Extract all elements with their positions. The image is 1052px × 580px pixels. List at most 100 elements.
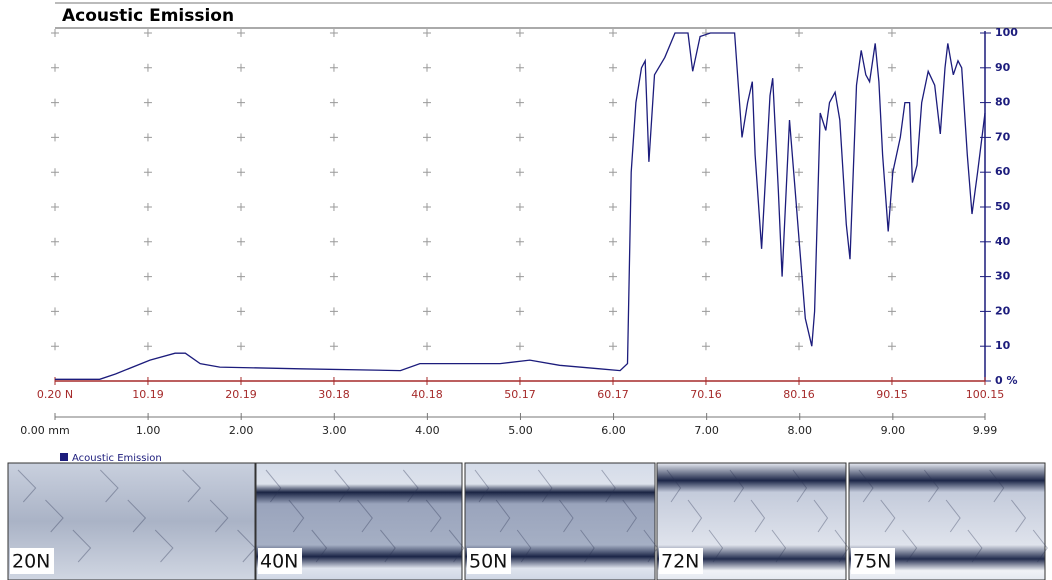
texture	[45, 499, 64, 533]
grid-cross	[143, 133, 152, 142]
texture	[559, 499, 574, 533]
grid-cross	[51, 63, 59, 72]
x-tick-label: 5.00	[508, 424, 533, 437]
grid-cross	[143, 307, 152, 316]
grid-cross	[423, 29, 431, 37]
grid-cross	[887, 203, 896, 211]
label-box	[10, 548, 54, 574]
grid-cross	[329, 307, 338, 316]
x2-tick-label: 40.18	[411, 388, 443, 401]
texture	[1011, 499, 1027, 533]
grid-cross	[515, 272, 524, 281]
grid-cross	[423, 98, 431, 107]
x-tick-label: 1.00	[136, 424, 161, 437]
grid-cross	[143, 63, 152, 72]
grid-cross	[51, 168, 59, 177]
grid-cross	[329, 133, 338, 142]
grid-cross	[143, 237, 152, 246]
grid-cross	[423, 307, 431, 316]
grid-cross	[515, 168, 524, 177]
grid-cross	[51, 98, 59, 107]
y-tick-label: 60	[995, 165, 1011, 178]
texture	[402, 469, 419, 503]
texture	[687, 499, 703, 533]
grid-cross	[609, 307, 617, 316]
chart-title: Acoustic Emission	[62, 6, 234, 26]
grid-cross	[51, 29, 59, 37]
grid-cross	[609, 98, 617, 107]
grid-cross	[329, 98, 338, 107]
x2-tick-label: 0.20 N	[37, 388, 73, 401]
texture	[813, 499, 829, 533]
grid-cross	[701, 237, 710, 246]
grid-cross	[423, 168, 431, 177]
grid-cross	[143, 98, 152, 107]
grid-cross	[423, 203, 431, 211]
texture	[729, 469, 745, 503]
y-tick-label: 70	[995, 130, 1011, 143]
panel-label: 20N	[12, 551, 50, 573]
x-tick-label: 4.00	[415, 424, 440, 437]
texture	[537, 469, 553, 503]
grid-cross	[795, 307, 803, 316]
grid-cross	[887, 272, 896, 281]
x-tick-label: 9.99	[973, 424, 998, 437]
grid-cross	[795, 133, 803, 142]
grid-cross	[701, 272, 710, 281]
grid-cross	[143, 203, 152, 211]
label-box	[851, 548, 895, 574]
texture	[237, 529, 256, 563]
x2-tick-label: 100.15	[966, 388, 1005, 401]
grid-cross	[701, 203, 710, 211]
grid-cross	[609, 133, 617, 142]
grid-cross	[51, 237, 59, 246]
x-tick-label: 2.00	[229, 424, 254, 437]
x-tick-label: 3.00	[322, 424, 347, 437]
y-tick-label: 40	[995, 235, 1011, 248]
grid-cross	[609, 272, 617, 281]
grid-cross	[51, 342, 59, 351]
texture	[154, 529, 174, 563]
grid-cross	[515, 29, 524, 37]
grid-cross	[143, 29, 152, 37]
x2-tick-label: 50.17	[504, 388, 536, 401]
panel-label: 50N	[469, 551, 507, 573]
grid-cross	[887, 342, 896, 351]
grid-cross	[701, 133, 710, 142]
grid-cross	[143, 272, 152, 281]
grid-cross	[237, 272, 245, 281]
x2-tick-label: 90.15	[876, 388, 908, 401]
grid-cross	[329, 272, 338, 281]
grid-cross	[423, 133, 431, 142]
y-tick-label: 80	[995, 96, 1011, 109]
grid-cross	[237, 342, 245, 351]
series-line	[55, 32, 986, 380]
texture	[311, 529, 328, 563]
grid-cross	[887, 63, 896, 72]
grid-cross	[701, 342, 710, 351]
grid-cross	[609, 237, 617, 246]
grid-cross	[515, 203, 524, 211]
x-tick-label: 8.00	[787, 424, 812, 437]
y-tick-label: 50	[995, 200, 1011, 213]
grid-cross	[701, 307, 710, 316]
x2-tick-label: 20.19	[225, 388, 257, 401]
texture	[72, 529, 92, 563]
texture	[622, 499, 637, 533]
grid-cross	[329, 168, 338, 177]
grid-cross	[887, 133, 896, 142]
grid-cross	[51, 272, 59, 281]
x2-tick-label: 70.16	[690, 388, 722, 401]
y-tick-label: 30	[995, 270, 1011, 283]
x2-tick-label: 80.16	[783, 388, 815, 401]
texture	[902, 529, 918, 563]
texture	[580, 529, 595, 563]
label-box	[467, 548, 511, 574]
grid-cross	[701, 63, 710, 72]
texture	[209, 499, 229, 533]
grid-cross	[329, 63, 338, 72]
x-tick-label: 7.00	[694, 424, 719, 437]
grid-cross	[515, 237, 524, 246]
plot: 0 % 10 20 30 40 50 60 70 80 90 100 0.20 N 10.19 20.19…	[20, 26, 1018, 464]
grid-cross	[329, 29, 338, 37]
